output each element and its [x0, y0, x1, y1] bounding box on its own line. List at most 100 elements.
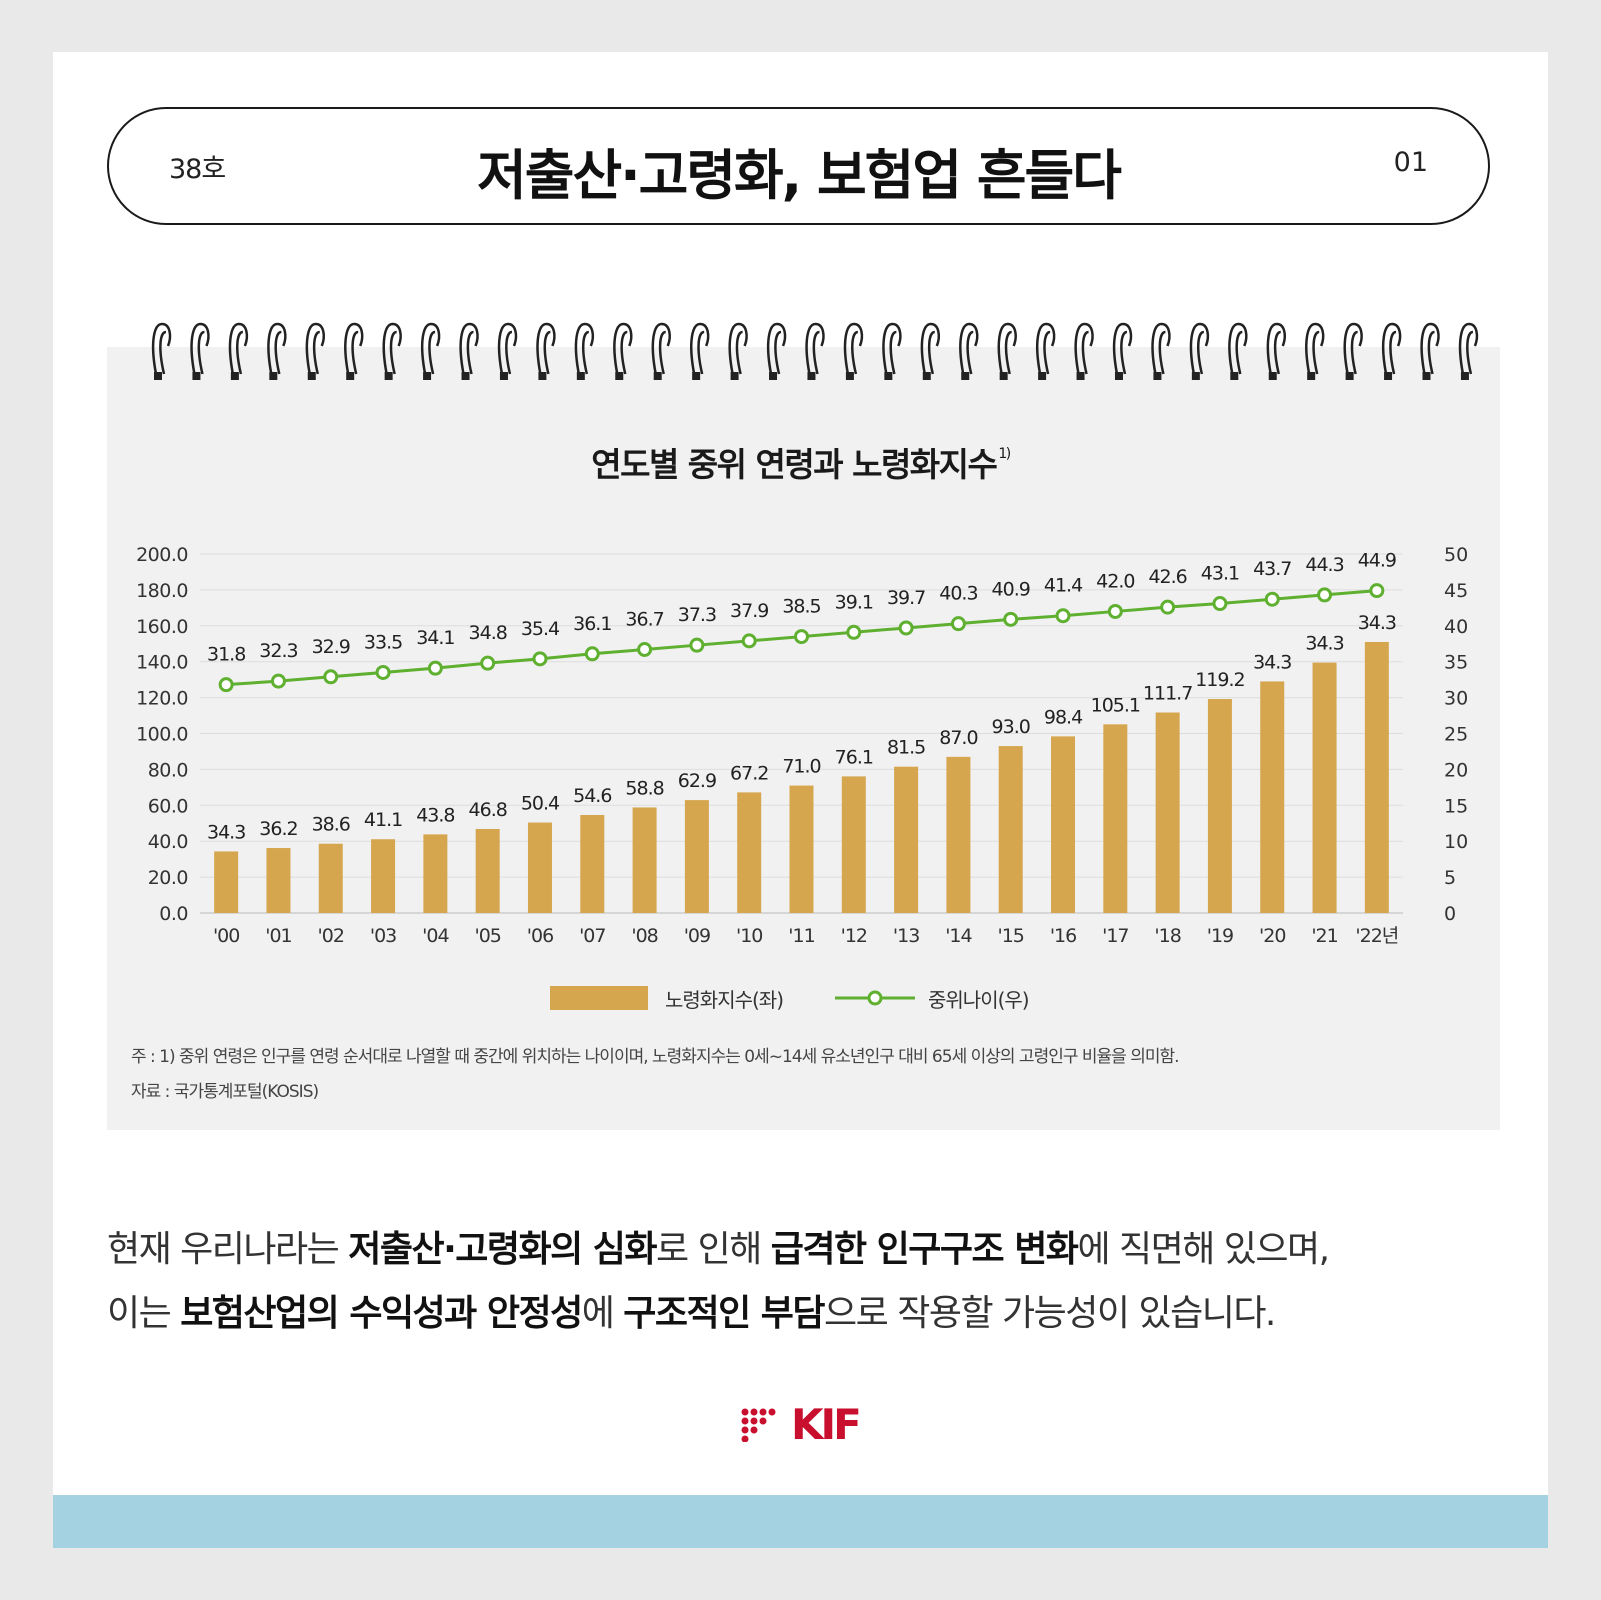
y-right-tick-label: 25 [1444, 724, 1468, 746]
bar-value-label: 98.4 [1044, 706, 1083, 728]
chart-legend: 노령화지수(좌) 중위나이(우) [0, 984, 1601, 1014]
y-left-tick-label: 120.0 [136, 688, 188, 710]
x-tick-label: '02 [318, 925, 344, 947]
spiral-ring [1343, 322, 1363, 380]
bar [1103, 724, 1128, 913]
line-point [375, 664, 391, 680]
x-tick-label: '04 [422, 925, 449, 947]
bar [789, 785, 814, 913]
line-point [1003, 611, 1019, 627]
line-point [480, 655, 496, 671]
line-value-label: 40.3 [939, 583, 977, 605]
body-emphasis: 급격한 인구구조 변화 [770, 1229, 1079, 1270]
bar [266, 848, 291, 913]
bar-value-label: 93.0 [992, 716, 1030, 738]
chart-title-text: 연도별 중위 연령과 노령화지수 [591, 445, 998, 484]
bar-value-label: 41.1 [364, 809, 402, 831]
bar-value-label: 34.3 [1305, 633, 1343, 655]
spiral-ring [613, 322, 633, 380]
x-tick-label: '05 [474, 925, 500, 947]
chart-source: 자료 : 국가통계포털(KOSIS) [131, 1082, 319, 1102]
body-text-span: 현재 우리나라는 [107, 1229, 349, 1270]
body-text-span: 으로 작용할 가능성이 있습니다. [824, 1293, 1276, 1334]
bar [894, 766, 919, 913]
bar-value-label: 119.2 [1195, 669, 1244, 691]
spiral-ring [151, 322, 172, 380]
spiral-ring [344, 322, 364, 380]
spiral-ring [1189, 322, 1210, 380]
x-tick-label: '22년 [1355, 925, 1398, 947]
spiral-ring [267, 322, 287, 380]
line-value-label: 33.5 [364, 631, 402, 653]
bar-value-label: 36.2 [259, 818, 297, 840]
bar-value-label: 87.0 [939, 727, 977, 749]
line-point [794, 629, 809, 645]
x-tick-label: '18 [1154, 925, 1180, 947]
y-right-tick-label: 0 [1444, 903, 1456, 925]
x-tick-label: '16 [1050, 925, 1076, 947]
line-value-label: 35.4 [521, 618, 560, 640]
spiral-ring [574, 322, 595, 380]
x-tick-label: '09 [684, 925, 710, 947]
spiral-ring [420, 322, 441, 380]
spiral-ring [920, 322, 941, 380]
spiral-ring [728, 322, 748, 380]
body-emphasis: 저출산·고령화의 심화 [348, 1229, 657, 1270]
bar-value-label: 34.3 [207, 821, 245, 843]
bar-value-label: 54.6 [573, 785, 611, 807]
line-point [898, 620, 914, 636]
line-point [1107, 603, 1123, 619]
body-text-span: 에 [581, 1293, 624, 1334]
spiral-ring [1420, 322, 1440, 380]
bar [475, 828, 500, 913]
y-left-tick-label: 20.0 [148, 867, 188, 889]
x-tick-label: '17 [1102, 925, 1128, 947]
bar-value-label: 38.6 [312, 814, 350, 836]
y-right-tick-label: 40 [1444, 616, 1468, 638]
y-left-tick-label: 140.0 [136, 652, 188, 674]
line-value-label: 44.9 [1358, 550, 1396, 572]
bar-value-label: 50.4 [521, 793, 560, 815]
line-point [323, 669, 339, 685]
spiral-ring [1112, 322, 1133, 380]
y-left-tick-label: 200.0 [136, 544, 188, 566]
bar-value-label: 34.3 [1253, 651, 1291, 673]
bar [1207, 699, 1232, 913]
spiral-ring [805, 322, 825, 380]
x-tick-label: '07 [579, 925, 605, 947]
body-text-span: 로 인해 [656, 1229, 771, 1270]
line-value-label: 40.9 [992, 578, 1030, 600]
kif-logo: KIF [741, 1402, 862, 1448]
line-point [637, 641, 653, 657]
bar [632, 807, 657, 913]
spiral-ring [1074, 322, 1094, 380]
y-right-tick-label: 15 [1444, 795, 1468, 817]
bar-value-label: 81.5 [887, 737, 925, 759]
body-text-span: 에 직면해 있으며, [1077, 1229, 1330, 1270]
line-point [1055, 608, 1071, 624]
y-right-tick-label: 30 [1444, 688, 1468, 710]
x-tick-label: '08 [631, 925, 657, 947]
issue-number: 38호 [169, 154, 226, 185]
bar [580, 814, 605, 913]
y-left-tick-label: 160.0 [136, 616, 188, 638]
line-point [532, 651, 548, 667]
spiral-ring [536, 322, 556, 380]
line-value-label: 37.9 [730, 600, 768, 622]
bar-value-label: 46.8 [469, 799, 507, 821]
body-emphasis: 구조적인 부담 [623, 1293, 825, 1334]
line-value-label: 34.8 [469, 622, 507, 644]
legend-bar-swatch [550, 986, 648, 1010]
bar [1051, 736, 1076, 913]
bar [684, 800, 709, 913]
spiral-ring [459, 322, 479, 380]
line-value-label: 31.8 [207, 644, 245, 666]
line-point [846, 624, 862, 640]
spiral-ring [959, 322, 979, 380]
spiral-ring [882, 322, 902, 380]
bar [1260, 681, 1285, 913]
header-banner: 38호 저출산·고령화, 보험업 흔들다 01 [107, 107, 1490, 225]
chart-footnote: 주 : 1) 중위 연령은 인구를 연령 순서대로 나열할 때 중간에 위치하는… [131, 1047, 1180, 1067]
bar [214, 851, 239, 913]
